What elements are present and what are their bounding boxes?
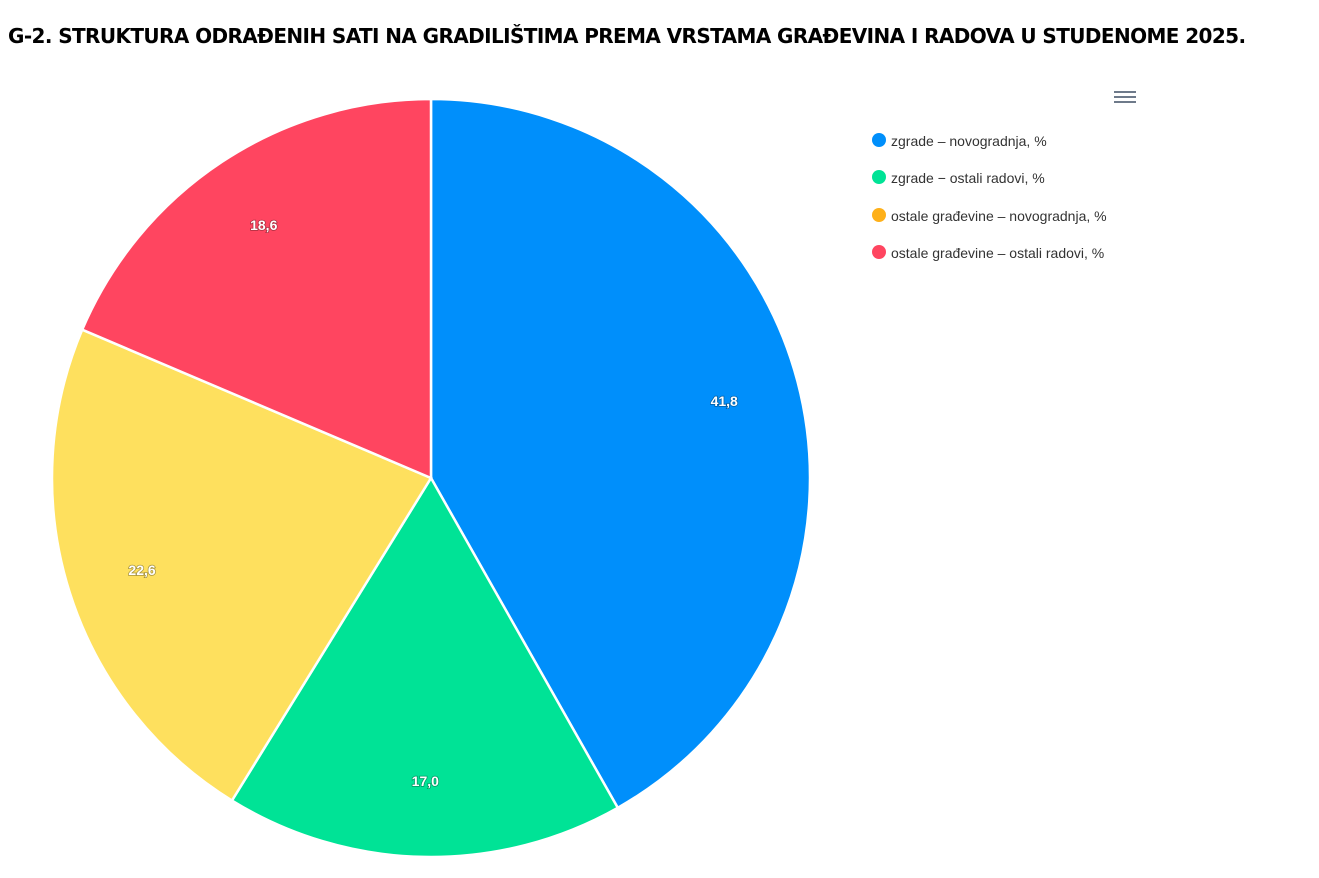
legend-label: ostale građevine – novogradnja, %: [891, 207, 1107, 224]
legend-item[interactable]: ostale građevine – novogradnja, %: [872, 199, 1107, 237]
legend-item[interactable]: ostale građevine – ostali radovi, %: [872, 237, 1107, 275]
legend-label: ostale građevine – ostali radovi, %: [891, 245, 1105, 262]
legend-item[interactable]: zgrade – novogradnja, %: [872, 124, 1107, 162]
data-label: 17,0: [412, 773, 439, 789]
pie-slice[interactable]: [50, 328, 433, 803]
pie-slice[interactable]: [80, 97, 433, 480]
legend-label: zgrade − ostali radovi, %: [891, 170, 1045, 187]
hamburger-menu-icon[interactable]: [1114, 88, 1136, 106]
chart-title: G-2. STRUKTURA ODRAĐENIH SATI NA GRADILI…: [8, 24, 1246, 48]
legend-marker: [872, 207, 886, 222]
legend: zgrade – novogradnja, % zgrade − ostali r…: [872, 124, 1107, 274]
data-label: 41,8: [711, 393, 738, 409]
legend-label: zgrade – novogradnja, %: [891, 132, 1047, 149]
legend-marker: [872, 170, 886, 185]
pie-slice[interactable]: [230, 475, 620, 859]
data-label: 22,6: [128, 562, 155, 578]
legend-marker: [872, 245, 886, 260]
legend-item[interactable]: zgrade − ostali radovi, %: [872, 162, 1107, 200]
pie-slice[interactable]: [429, 97, 812, 810]
legend-marker: [872, 132, 886, 147]
data-label: 18,6: [250, 217, 277, 233]
pie-chart: 41,8 17,0 22,6 18,6: [50, 97, 812, 859]
